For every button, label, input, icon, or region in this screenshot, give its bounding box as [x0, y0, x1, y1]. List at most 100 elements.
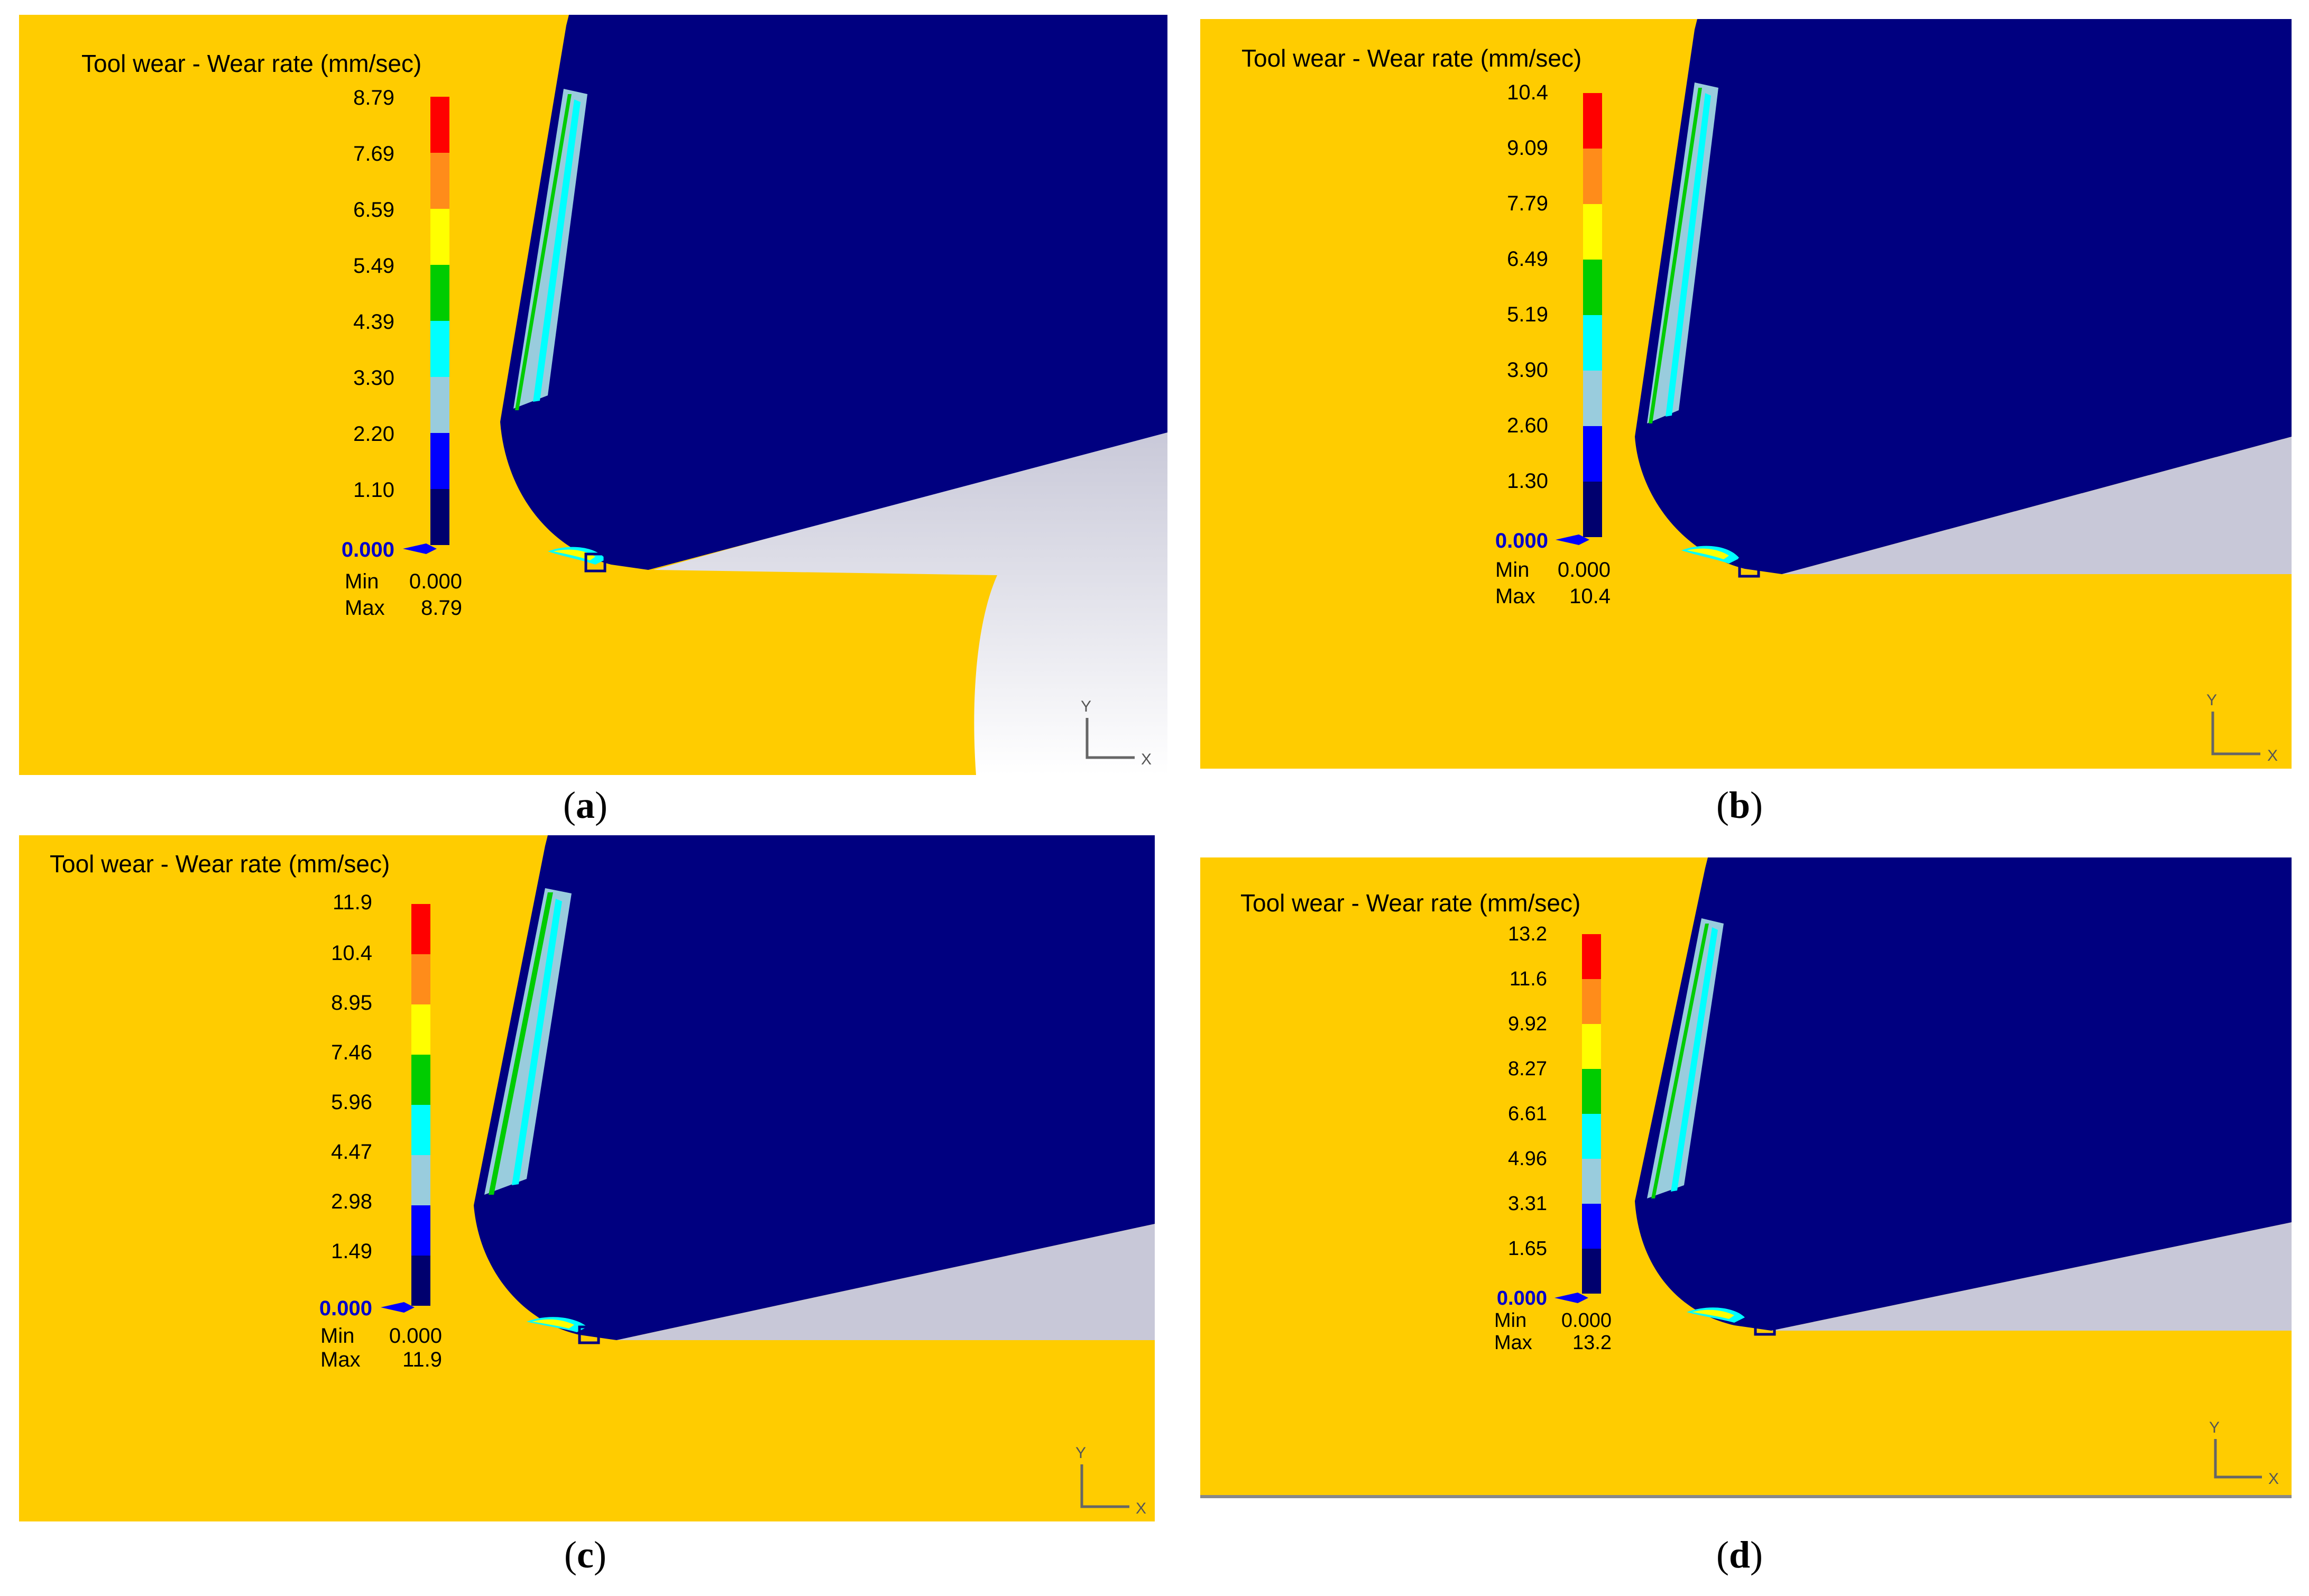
cutting-tool: [1635, 19, 2292, 574]
max-label: Max: [1494, 1332, 1532, 1354]
legend-ticks: 10.4 9.09 7.79 6.49 5.19 3.90 2.60 1.30: [1507, 81, 1548, 493]
legend-tick: 6.61: [1508, 1103, 1547, 1125]
max-label: Max: [345, 596, 385, 620]
legend-bar: [1582, 934, 1601, 1294]
svg-text:Y: Y: [2209, 1419, 2220, 1436]
legend-tick: 1.49: [331, 1240, 372, 1263]
legend-bar: [411, 904, 430, 1306]
legend-tick: 13.2: [1508, 923, 1547, 945]
legend-tick: 4.96: [1508, 1148, 1547, 1170]
svg-text:X: X: [1141, 751, 1152, 768]
cutting-tool: [1635, 857, 2292, 1331]
zero-marker-icon: [403, 543, 437, 554]
min-value: 0.000: [1558, 558, 1611, 582]
axis-triad-icon: Y X: [2206, 691, 2278, 764]
legend-tick: 9.09: [1507, 136, 1548, 160]
legend-tick: 4.47: [331, 1140, 372, 1164]
probe-box: [584, 552, 606, 573]
legend-title: Tool wear - Wear rate (mm/sec): [1240, 889, 1580, 917]
caption-a: (a): [563, 784, 608, 826]
zero-marker-icon: [1554, 1293, 1588, 1303]
legend-tick: 2.98: [331, 1190, 372, 1213]
panel-border: [1200, 1495, 2292, 1498]
cutting-tool: [474, 835, 1155, 1340]
legend-title: Tool wear - Wear rate (mm/sec): [1241, 44, 1581, 72]
legend-tick: 7.69: [353, 142, 394, 165]
legend-tick: 11.9: [333, 891, 372, 914]
panel-c: Tool wear - Wear rate (mm/sec) 11.9 10.4…: [19, 835, 1155, 1521]
legend-zero: 0.000: [1495, 529, 1548, 552]
legend-tick: 8.79: [353, 86, 394, 109]
max-value: 13.2: [1572, 1332, 1612, 1354]
legend-zero: 0.000: [1497, 1287, 1547, 1309]
min-value: 0.000: [1561, 1309, 1612, 1332]
min-value: 0.000: [409, 570, 462, 593]
max-label: Max: [1495, 585, 1535, 608]
svg-text:Y: Y: [1081, 698, 1091, 715]
min-label: Min: [1494, 1309, 1526, 1332]
probe-box: [578, 1325, 600, 1344]
legend-bar: [430, 97, 449, 545]
max-value: 8.79: [421, 596, 462, 620]
panel-b: Tool wear - Wear rate (mm/sec) 10.4 9.09…: [1200, 19, 2292, 769]
legend-tick: 1.65: [1508, 1238, 1547, 1260]
legend-tick: 3.90: [1507, 358, 1548, 382]
min-label: Min: [345, 570, 379, 593]
axis-triad-icon: Y X: [2209, 1419, 2279, 1488]
min-label: Min: [320, 1324, 354, 1348]
legend-tick: 1.10: [353, 478, 394, 502]
legend-tick: 1.30: [1507, 469, 1548, 493]
legend-tick: 2.60: [1507, 414, 1548, 437]
axis-triad-icon: Y X: [1081, 698, 1152, 768]
svg-text:X: X: [2267, 747, 2278, 764]
legend-tick: 2.20: [353, 422, 394, 446]
legend-tick: 5.49: [353, 254, 394, 278]
simulation-view-c: Tool wear - Wear rate (mm/sec) 11.9 10.4…: [19, 835, 1155, 1521]
legend-tick: 8.95: [331, 991, 372, 1014]
cutting-tool: [500, 15, 1167, 570]
legend-tick: 5.19: [1507, 303, 1548, 326]
axis-triad-icon: Y X: [1075, 1444, 1146, 1517]
legend-ticks: 13.2 11.6 9.92 8.27 6.61 4.96 3.31 1.65: [1508, 923, 1547, 1260]
legend-zero: 0.000: [342, 538, 394, 561]
max-value: 11.9: [402, 1348, 442, 1371]
max-value: 10.4: [1569, 585, 1611, 608]
probe-box: [1754, 1317, 1776, 1336]
legend-tick: 4.39: [353, 310, 394, 334]
max-label: Max: [320, 1348, 361, 1371]
legend-tick: 10.4: [331, 942, 372, 965]
background-region: [654, 427, 1167, 775]
legend-ticks: 8.79 7.69 6.59 5.49 4.39 3.30 2.20 1.10: [353, 86, 394, 502]
legend-tick: 3.30: [353, 366, 394, 390]
legend-tick: 3.31: [1508, 1193, 1547, 1215]
zero-marker-icon: [381, 1302, 415, 1313]
caption-c: (c): [564, 1534, 606, 1576]
svg-text:Y: Y: [2206, 691, 2217, 709]
legend-tick: 11.6: [1510, 968, 1547, 990]
legend-title: Tool wear - Wear rate (mm/sec): [81, 50, 421, 77]
svg-text:X: X: [1136, 1500, 1146, 1517]
legend-tick: 7.79: [1507, 192, 1548, 215]
simulation-view-a: Tool wear - Wear rate (mm/sec) 8.79 7.69…: [19, 15, 1167, 775]
legend-tick: 7.46: [331, 1041, 372, 1064]
probe-box: [1738, 558, 1760, 578]
caption-b: (b): [1716, 784, 1763, 826]
legend-tick: 9.92: [1508, 1013, 1547, 1035]
caption-d: (d): [1716, 1534, 1763, 1576]
legend-tick: 5.96: [331, 1091, 372, 1114]
panel-d: Tool wear - Wear rate (mm/sec) 13.2 11.6…: [1200, 857, 2292, 1498]
legend-bar: [1583, 93, 1602, 537]
legend-title: Tool wear - Wear rate (mm/sec): [50, 850, 390, 878]
legend-tick: 8.27: [1508, 1058, 1547, 1080]
panel-a: Tool wear - Wear rate (mm/sec) 8.79 7.69…: [19, 15, 1167, 775]
legend-zero: 0.000: [319, 1297, 372, 1320]
simulation-view-d: Tool wear - Wear rate (mm/sec) 13.2 11.6…: [1200, 857, 2292, 1498]
svg-text:X: X: [2268, 1470, 2279, 1488]
simulation-view-b: Tool wear - Wear rate (mm/sec) 10.4 9.09…: [1200, 19, 2292, 769]
zero-marker-icon: [1556, 534, 1589, 545]
svg-text:Y: Y: [1075, 1444, 1086, 1462]
min-value: 0.000: [389, 1324, 442, 1348]
legend-tick: 10.4: [1507, 81, 1548, 104]
legend-ticks: 11.9 10.4 8.95 7.46 5.96 4.47 2.98 1.49: [331, 891, 372, 1263]
legend-tick: 6.59: [353, 198, 394, 222]
